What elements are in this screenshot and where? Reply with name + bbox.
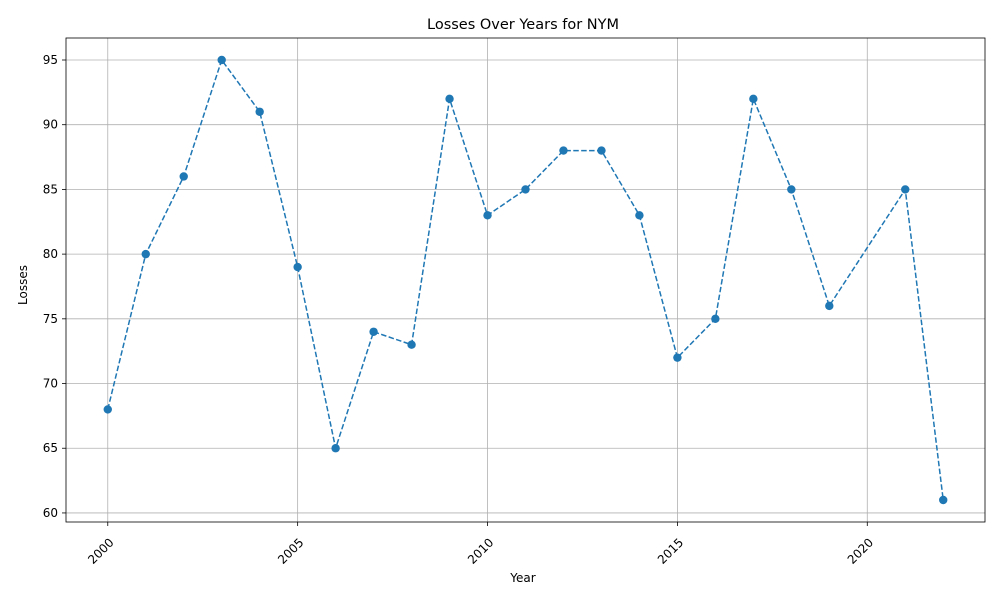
data-point bbox=[407, 340, 416, 349]
data-point bbox=[749, 94, 758, 104]
y-tick-label: 75 bbox=[43, 312, 58, 326]
data-point bbox=[521, 185, 530, 194]
data-point bbox=[293, 262, 302, 272]
grid bbox=[66, 38, 985, 522]
data-point bbox=[369, 327, 378, 336]
y-tick-label: 90 bbox=[43, 118, 58, 132]
y-tick-label: 70 bbox=[43, 377, 58, 391]
y-tick-label: 65 bbox=[43, 441, 58, 455]
data-point bbox=[787, 185, 796, 194]
data-point bbox=[901, 185, 910, 194]
y-axis-label: Losses bbox=[16, 265, 30, 305]
data-point bbox=[179, 172, 188, 181]
data-point bbox=[825, 301, 834, 311]
data-point bbox=[483, 211, 492, 220]
data-point bbox=[103, 405, 112, 414]
data-point bbox=[255, 107, 264, 116]
plot-frame bbox=[65, 37, 986, 523]
data-point bbox=[939, 495, 948, 505]
y-tick-label: 80 bbox=[43, 247, 58, 261]
data-point bbox=[597, 146, 606, 155]
series-line bbox=[107, 58, 944, 501]
y-tick-label: 85 bbox=[43, 182, 58, 196]
data-point bbox=[673, 353, 682, 362]
data-point bbox=[331, 444, 340, 453]
y-tick-label: 60 bbox=[43, 506, 58, 520]
data-point bbox=[217, 55, 226, 65]
data-point bbox=[711, 314, 720, 324]
data-point bbox=[635, 211, 644, 220]
data-point bbox=[445, 94, 454, 104]
y-tick-label: 95 bbox=[43, 53, 58, 67]
data-point bbox=[141, 249, 150, 259]
chart-title: Losses Over Years for NYM bbox=[427, 17, 619, 33]
series-layer bbox=[103, 55, 948, 505]
x-axis-label: Year bbox=[509, 571, 535, 585]
data-point bbox=[559, 146, 568, 155]
